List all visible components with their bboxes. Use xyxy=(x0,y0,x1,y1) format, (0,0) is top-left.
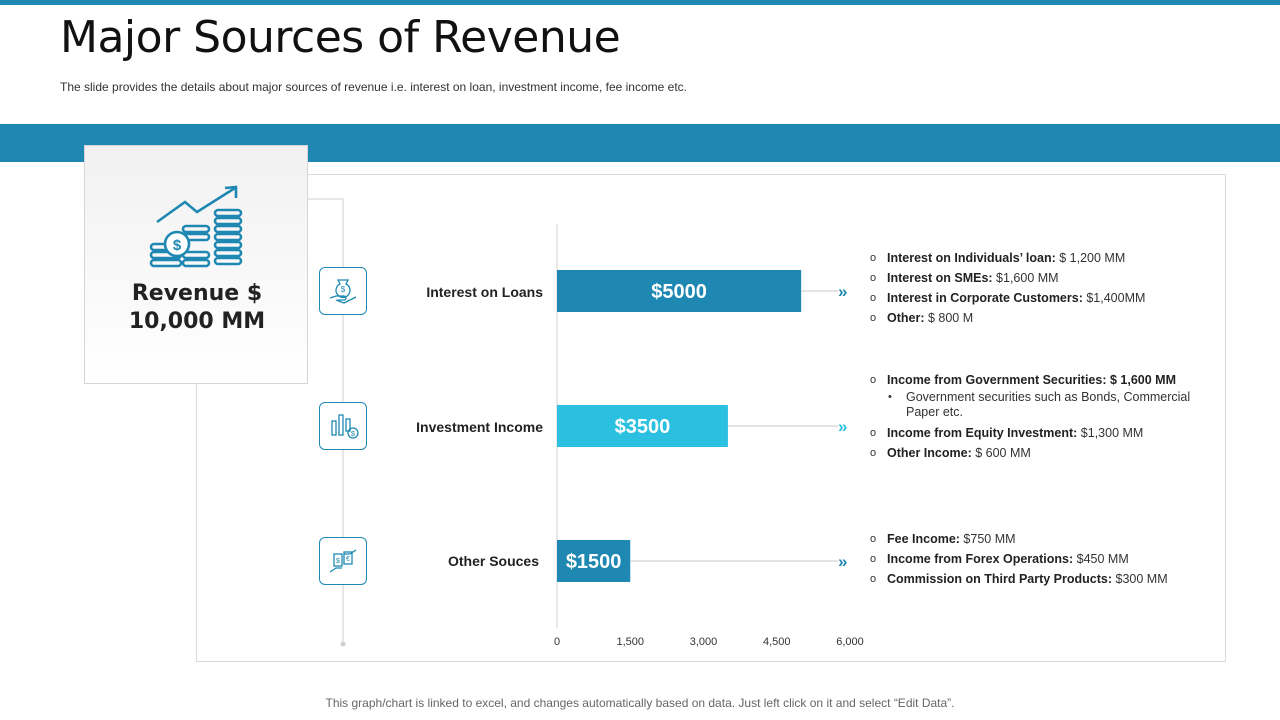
footnote: This graph/chart is linked to excel, and… xyxy=(325,696,955,710)
double-chevron-icon: » xyxy=(838,282,847,301)
detail-item: Fee Income: $750 MM xyxy=(870,529,1168,549)
bar-value-label: $1500 xyxy=(566,551,622,573)
svg-text:$: $ xyxy=(351,431,355,438)
x-tick-label: 6,000 xyxy=(836,636,864,648)
page-subtitle: The slide provides the details about maj… xyxy=(60,80,687,94)
svg-text:$: $ xyxy=(336,558,340,565)
detail-item: Income from Equity Investment: $1,300 MM xyxy=(870,423,1210,443)
category-label-investment-income: Investment Income xyxy=(416,419,543,435)
svg-text:€: € xyxy=(346,556,350,563)
detail-item: Commission on Third Party Products: $300… xyxy=(870,569,1168,589)
svg-text:$: $ xyxy=(173,237,182,254)
detail-item: Other: $ 800 M xyxy=(870,308,1145,328)
x-tick-label: 3,000 xyxy=(689,636,718,648)
revenue-line2: 10,000 MM xyxy=(128,309,266,334)
details-investment-income: Income from Government Securities: $ 1,6… xyxy=(870,370,1210,463)
detail-subitem: Government securities such as Bonds, Com… xyxy=(870,390,1210,420)
bar-value-label: $3500 xyxy=(615,416,671,438)
category-label-other-sources: Other Souces xyxy=(447,553,539,569)
bar-2 xyxy=(557,540,631,582)
category-label-interest-loans: Interest on Loans xyxy=(426,284,543,300)
detail-item: Income from Government Securities: $ 1,6… xyxy=(870,370,1210,390)
detail-item: Interest in Corporate Customers: $1,400M… xyxy=(870,288,1145,308)
money-hand-icon: $ xyxy=(319,267,367,315)
details-other-sources: Fee Income: $750 MM Income from Forex Op… xyxy=(870,529,1168,589)
double-chevron-icon: » xyxy=(838,552,847,571)
detail-item: Interest on SMEs: $1,600 MM xyxy=(870,268,1145,288)
bar-value-label: $5000 xyxy=(651,281,707,303)
top-accent-line xyxy=(0,0,1280,5)
revenue-total: Revenue $ 10,000 MM xyxy=(85,280,309,336)
coins-growth-icon: $ xyxy=(149,185,243,268)
detail-item: Other Income: $ 600 MM xyxy=(870,443,1210,463)
revenue-card: $ Revenue $ 10,000 MM xyxy=(84,145,308,384)
svg-text:$: $ xyxy=(341,285,346,294)
detail-item: Interest on Individuals’ loan: $ 1,200 M… xyxy=(870,248,1145,268)
page-title: Major Sources of Revenue xyxy=(60,12,621,63)
detail-item: Income from Forex Operations: $450 MM xyxy=(870,549,1168,569)
investment-chart-icon: $ xyxy=(319,402,367,450)
bar-1 xyxy=(557,405,728,447)
exchange-icon: $ € xyxy=(319,537,367,585)
x-tick-label: 4,500 xyxy=(762,636,791,648)
x-tick-label: 1,500 xyxy=(616,636,645,648)
double-chevron-icon: » xyxy=(838,417,847,436)
revenue-line1: Revenue $ xyxy=(131,281,263,306)
x-tick-label: 0 xyxy=(553,636,561,648)
details-interest-loans: Interest on Individuals’ loan: $ 1,200 M… xyxy=(870,248,1145,328)
bar-0 xyxy=(557,270,802,312)
